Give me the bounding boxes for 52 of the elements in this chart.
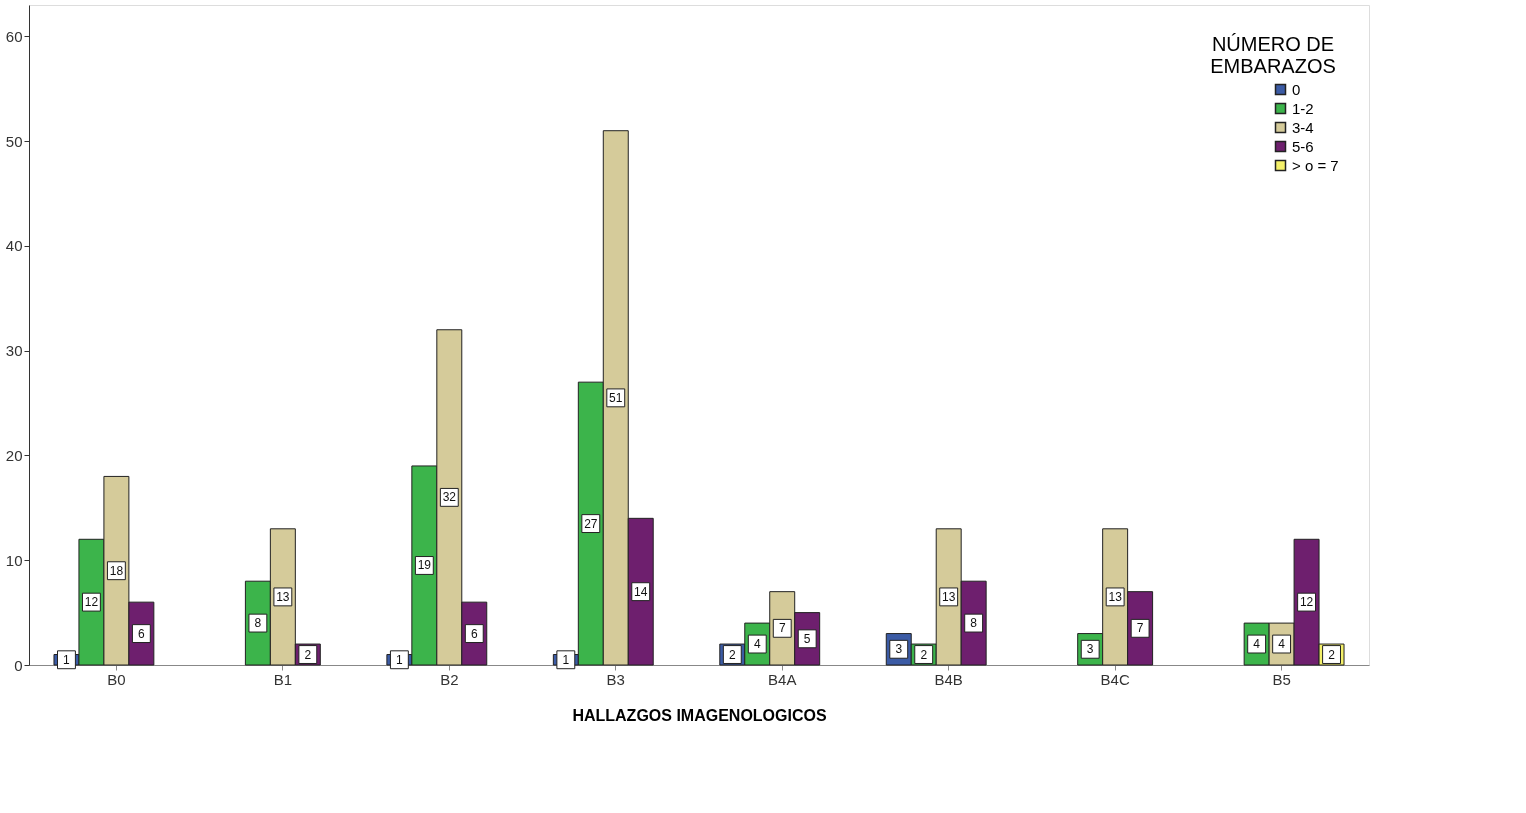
legend-label: 5-6: [1292, 137, 1314, 155]
data-label: 13: [276, 589, 290, 604]
data-label: 2: [728, 647, 736, 662]
y-tick-label: 30: [5, 342, 23, 360]
x-tick-label: B4B: [934, 670, 963, 688]
data-label: 7: [1136, 621, 1144, 636]
data-label: 14: [634, 584, 648, 599]
y-tick-label: 40: [5, 237, 23, 255]
data-label: 4: [1253, 637, 1261, 652]
data-label: 5: [803, 631, 811, 646]
data-label: 1: [562, 652, 570, 667]
legend-label: 0: [1292, 80, 1301, 98]
x-tick-label: B3: [606, 670, 625, 688]
y-tick-label: 10: [5, 551, 23, 569]
data-label: 32: [442, 490, 457, 505]
x-tick-label: B1: [273, 670, 293, 688]
data-label: 12: [84, 595, 99, 610]
x-tick-label: B2: [440, 670, 459, 688]
x-tick-label: B0: [107, 670, 126, 688]
data-label: 12: [1299, 595, 1314, 610]
x-axis-title: HALLAZGOS IMAGENOLOGICOS: [572, 706, 827, 724]
data-label: 3: [895, 642, 903, 657]
data-label: 13: [1108, 589, 1123, 604]
legend-label: 3-4: [1292, 118, 1314, 136]
data-label: 4: [1278, 637, 1286, 652]
data-label: 8: [970, 616, 978, 631]
data-label: 3: [1086, 642, 1094, 657]
data-label: 1: [396, 652, 404, 667]
data-label: 6: [470, 626, 478, 641]
y-tick-label: 50: [5, 132, 23, 150]
x-tick-label: B5: [1272, 670, 1291, 688]
legend-label: 1-2: [1292, 99, 1314, 117]
data-label: 4: [753, 637, 761, 652]
data-label: 7: [778, 621, 786, 636]
data-label: 2: [920, 647, 928, 662]
data-label: 18: [109, 563, 124, 578]
y-tick-label: 0: [14, 656, 23, 674]
y-tick-label: 20: [5, 446, 23, 464]
data-label: 19: [417, 558, 432, 573]
x-tick-label: B4A: [768, 670, 797, 688]
data-label: 6: [138, 626, 146, 641]
data-label: 2: [304, 647, 312, 662]
data-label: 2: [1328, 647, 1336, 662]
legend-title: NÚMERO DE EMBARAZOS: [1210, 33, 1336, 77]
legend-label: > o = 7: [1292, 156, 1339, 174]
data-label: 13: [942, 589, 956, 604]
data-label: 27: [584, 516, 598, 531]
data-label: 1: [63, 652, 71, 667]
x-tick-label: B4C: [1100, 670, 1130, 688]
data-label: 51: [609, 390, 623, 405]
y-tick-label: 60: [5, 27, 23, 45]
data-label: 8: [254, 616, 262, 631]
